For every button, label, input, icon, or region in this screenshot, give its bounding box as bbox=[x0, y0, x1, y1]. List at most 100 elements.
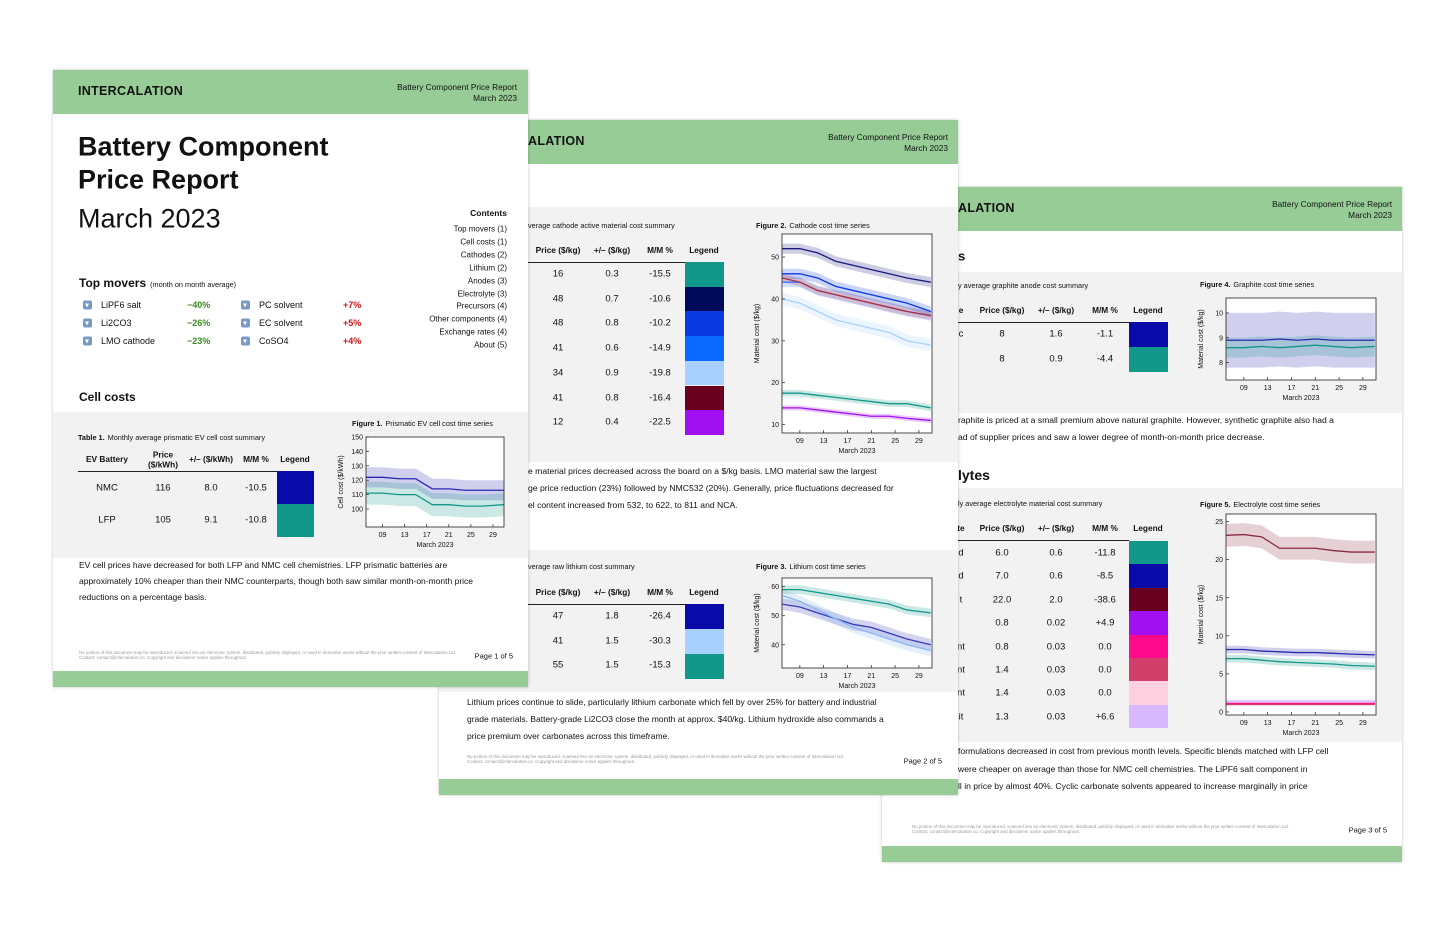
header-rule bbox=[528, 604, 685, 605]
table-cell: -15.5 bbox=[649, 268, 671, 280]
paragraph-line: approximately 10% cheaper than their NMC… bbox=[79, 576, 474, 587]
x-tick-label: 21 bbox=[1311, 385, 1319, 392]
y-tick-label: 20 bbox=[1215, 557, 1223, 564]
table-cell: 0.6 bbox=[1049, 570, 1063, 582]
series-line bbox=[782, 298, 931, 346]
table-cell: nt bbox=[957, 664, 965, 676]
mover-change: +7% bbox=[343, 299, 362, 310]
contents-heading: Contents bbox=[470, 208, 507, 219]
legend-swatch bbox=[277, 504, 314, 537]
series-group bbox=[366, 467, 504, 518]
contents-item: Anodes (3) bbox=[467, 276, 507, 285]
x-tick-label: 21 bbox=[867, 673, 875, 680]
plot-frame bbox=[781, 577, 933, 669]
y-axis-label: Material cost ($/kg) bbox=[1198, 309, 1205, 369]
table-cell: 1.6 bbox=[1049, 328, 1063, 340]
x-tick-label: 25 bbox=[891, 438, 899, 445]
series-group bbox=[1226, 311, 1375, 368]
table-cell: 0.03 bbox=[1046, 664, 1066, 676]
y-tick-label: 0 bbox=[1219, 709, 1223, 716]
table-caption-text: Monthly average prismatic EV cell cost s… bbox=[107, 432, 265, 442]
table-cell: +6.6 bbox=[1095, 711, 1115, 723]
legend-swatch bbox=[1129, 541, 1168, 565]
x-tick-label: 09 bbox=[796, 673, 804, 680]
series-line bbox=[1226, 658, 1375, 667]
y-tick-label: 20 bbox=[771, 380, 779, 387]
x-tick-label: 13 bbox=[820, 673, 828, 680]
mover-icon bbox=[241, 336, 250, 346]
series-group bbox=[782, 585, 931, 657]
table-cell: t bbox=[959, 594, 963, 606]
mover-icon bbox=[83, 336, 92, 346]
mover-icon bbox=[241, 300, 250, 310]
page-number: Page 2 of 5 bbox=[903, 756, 942, 766]
contents-item: Other components (4) bbox=[429, 314, 507, 324]
mover-name: PC solvent bbox=[259, 299, 303, 310]
y-tick-label: 10 bbox=[1215, 633, 1223, 640]
paragraph-line: formulations decreased in cost from prev… bbox=[958, 746, 1329, 757]
figure-caption-text: Electrolyte cost time series bbox=[1233, 499, 1321, 509]
y-tick-label: 10 bbox=[771, 422, 779, 429]
header-band bbox=[882, 187, 1402, 231]
figure-caption: Figure 4. Graphite cost time series bbox=[1200, 280, 1314, 289]
table-cell: -26.4 bbox=[649, 610, 671, 622]
table-cell: 0.9 bbox=[605, 367, 619, 379]
top-movers-heading: Top movers (month on month average) bbox=[79, 276, 236, 291]
mover-icon bbox=[83, 318, 92, 328]
series-line bbox=[366, 492, 504, 507]
paragraph-line: Lithium prices continue to slide, partic… bbox=[467, 697, 877, 708]
column-header: +/– ($/kg) bbox=[1037, 523, 1075, 534]
figure-caption: Figure 1. Prismatic EV cell cost time ser… bbox=[352, 419, 493, 428]
paragraph-line: grade materials. Battery-grade Li2CO3 cl… bbox=[467, 714, 884, 725]
table-cell: 0.8 bbox=[995, 641, 1009, 653]
table-caption-text: ly average electrolyte material cost sum… bbox=[958, 498, 1103, 508]
table-cell: 2.0 bbox=[1049, 594, 1063, 606]
x-axis-label: March 2023 bbox=[417, 542, 454, 549]
table-caption: ly average electrolyte material cost sum… bbox=[958, 498, 1103, 508]
x-tick-label: 09 bbox=[1240, 720, 1248, 727]
table-cell: -10.6 bbox=[649, 293, 671, 305]
page-number: Page 1 of 5 bbox=[474, 651, 513, 661]
page-number: Page 3 of 5 bbox=[1348, 825, 1387, 835]
series-line bbox=[1226, 344, 1375, 349]
y-axis-label: Cell cost ($/kWh) bbox=[338, 455, 345, 508]
table-caption-text: verage raw lithium cost summary bbox=[528, 561, 635, 571]
table-cell: 0.4 bbox=[605, 416, 619, 428]
mover-name: LiPF6 salt bbox=[101, 299, 142, 310]
series-line bbox=[782, 588, 931, 614]
x-tick-label: 17 bbox=[844, 438, 852, 445]
legend-swatch bbox=[1129, 681, 1168, 705]
series-line bbox=[782, 407, 931, 422]
header-rule bbox=[958, 540, 1129, 541]
table-cell: 47 bbox=[552, 610, 564, 622]
column-header: Price ($/kWh) bbox=[148, 449, 178, 469]
table-cell: -16.4 bbox=[649, 392, 671, 404]
section-heading: Cell costs bbox=[79, 390, 136, 405]
table-cell: 0.6 bbox=[605, 342, 619, 354]
figure-label: Figure 5. bbox=[1200, 499, 1231, 509]
report-name: Battery Component Price Report bbox=[397, 82, 517, 93]
mover-change: −26% bbox=[187, 317, 211, 328]
report-date: March 2023 bbox=[1348, 210, 1392, 221]
table-cell: -14.9 bbox=[649, 342, 671, 354]
contents-item: Lithium (2) bbox=[469, 263, 507, 273]
x-tick-label: 17 bbox=[423, 532, 431, 539]
table-cell: 0.7 bbox=[605, 293, 619, 305]
table-cell: 34 bbox=[552, 367, 564, 379]
column-header: M/M % bbox=[243, 454, 269, 465]
brand: ALATION bbox=[528, 133, 585, 148]
series-line bbox=[366, 476, 504, 491]
x-tick-label: 13 bbox=[401, 532, 409, 539]
figure-chart: 0 5 10 15 20 25 09 13 17 21 25 29 March 2023 Material… bbox=[1198, 513, 1377, 737]
table-cell: 9.1 bbox=[204, 514, 218, 526]
table-cell: 8.0 bbox=[204, 482, 218, 494]
mover-change: +4% bbox=[343, 335, 362, 346]
heading: Top movers bbox=[79, 276, 147, 291]
table-caption: verage raw lithium cost summary bbox=[528, 561, 635, 571]
column-header: M/M % bbox=[647, 245, 673, 256]
figure-caption: Figure 5. Electrolyte cost time series bbox=[1200, 499, 1321, 509]
table-cell: c bbox=[958, 328, 964, 340]
x-tick-label: 09 bbox=[1240, 385, 1248, 392]
table-cell: 0.0 bbox=[1098, 641, 1112, 653]
column-header: M/M % bbox=[1092, 305, 1118, 316]
